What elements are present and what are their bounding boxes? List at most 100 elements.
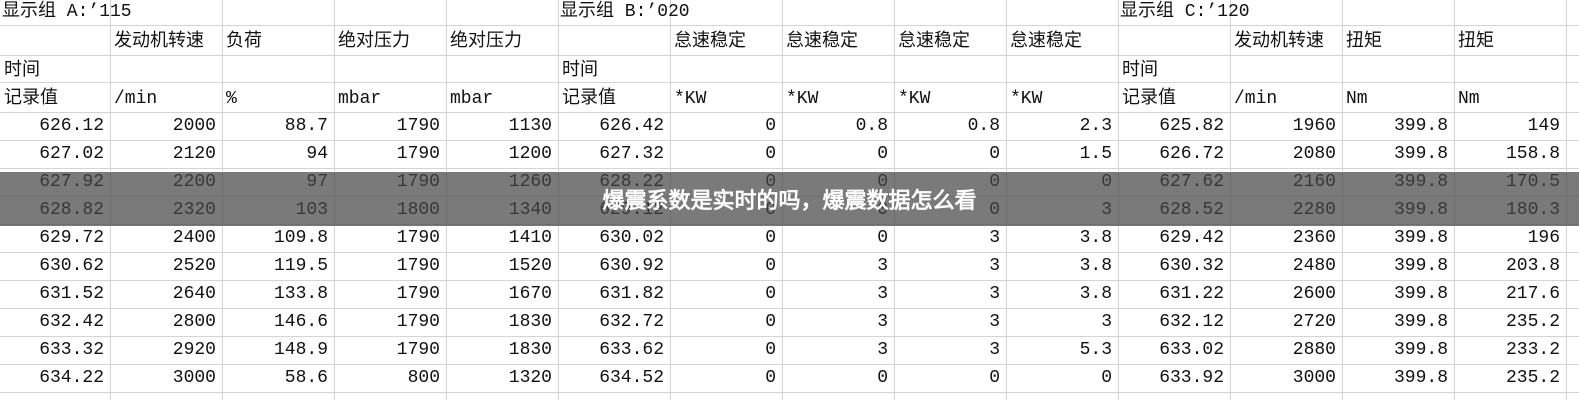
grid-line [0,308,1579,309]
data-cell: 633.62 [599,340,664,360]
data-cell: 0.8 [855,116,888,136]
data-cell: 0 [765,228,776,248]
data-cell: 631.52 [39,284,104,304]
data-cell: 399.8 [1393,228,1448,248]
grid-line [0,82,1579,83]
data-cell: 0 [765,284,776,304]
data-cell: 1410 [508,228,552,248]
data-cell: 399.8 [1393,340,1448,360]
header-cell: /min [1234,89,1278,109]
data-cell: 2480 [1292,256,1336,276]
data-cell: 233.2 [1505,340,1560,360]
header-cell: *KW [786,89,819,109]
data-cell: 0 [765,116,776,136]
data-cell: 1790 [396,284,440,304]
data-cell: 2120 [172,144,216,164]
data-cell: 626.72 [1159,144,1224,164]
grid-line [0,252,1579,253]
data-cell: 1790 [396,312,440,332]
data-cell: 0.8 [967,116,1000,136]
data-cell: 1790 [396,116,440,136]
data-cell: 1.5 [1079,144,1112,164]
data-cell: 633.02 [1159,340,1224,360]
data-cell: 399.8 [1393,144,1448,164]
data-cell: 399.8 [1393,116,1448,136]
data-cell: 217.6 [1505,284,1560,304]
data-cell: 630.32 [1159,256,1224,276]
header-cell: mbar [450,89,494,109]
data-cell: 2520 [172,256,216,276]
grid-line [0,168,1579,169]
header-cell: /min [114,89,158,109]
data-cell: 632.42 [39,312,104,332]
data-cell: 399.8 [1393,256,1448,276]
header-cell: 怠速稳定 [1010,32,1082,52]
data-cell: 627.32 [599,144,664,164]
data-cell: 1670 [508,284,552,304]
header-cell: 发动机转速 [114,32,204,52]
data-cell: 631.82 [599,284,664,304]
header-cell: 记录值 [1122,89,1176,109]
data-cell: 1960 [1292,116,1336,136]
data-cell: 633.92 [1159,368,1224,388]
data-cell: 634.52 [599,368,664,388]
data-cell: 3 [877,284,888,304]
data-cell: 3 [877,256,888,276]
data-cell: 109.8 [273,228,328,248]
data-cell: 3.8 [1079,228,1112,248]
data-cell: 0 [765,256,776,276]
data-cell: 0 [877,368,888,388]
data-cell: 631.22 [1159,284,1224,304]
data-cell: 626.42 [599,116,664,136]
data-cell: 158.8 [1505,144,1560,164]
data-cell: 133.8 [273,284,328,304]
grid-line [0,336,1579,337]
data-cell: 2880 [1292,340,1336,360]
data-cell: 0 [989,144,1000,164]
grid-line [0,364,1579,365]
data-cell: 629.42 [1159,228,1224,248]
data-cell: 1130 [508,116,552,136]
data-cell: 3 [989,256,1000,276]
header-cell: Nm [1458,89,1480,109]
banner-title: 爆震系数是实时的吗，爆震数据怎么看 [602,189,977,214]
data-cell: 0 [765,144,776,164]
data-cell: 5.3 [1079,340,1112,360]
header-cell: 怠速稳定 [898,32,970,52]
data-cell: 632.12 [1159,312,1224,332]
header-cell: 时间 [562,60,598,81]
data-cell: 1830 [508,340,552,360]
data-cell: 629.72 [39,228,104,248]
data-cell: 634.22 [39,368,104,388]
header-cell: mbar [338,89,382,109]
data-cell: 88.7 [284,116,328,136]
data-cell: 0 [877,228,888,248]
data-cell: 2920 [172,340,216,360]
data-cell: 2800 [172,312,216,332]
data-cell: 2.3 [1079,116,1112,136]
group-label: 显示组 A:’115 [2,2,132,22]
data-cell: 1520 [508,256,552,276]
data-cell: 119.5 [273,256,328,276]
data-cell: 3 [877,312,888,332]
data-cell: 399.8 [1393,312,1448,332]
header-cell: 时间 [4,60,40,81]
header-cell: *KW [898,89,931,109]
data-cell: 627.02 [39,144,104,164]
data-cell: 399.8 [1393,368,1448,388]
data-cell: 3 [989,228,1000,248]
data-cell: 2400 [172,228,216,248]
data-cell: 235.2 [1505,368,1560,388]
data-cell: 0 [989,368,1000,388]
data-cell: 1200 [508,144,552,164]
header-cell: 记录值 [562,89,616,109]
data-cell: 3 [989,340,1000,360]
group-label: 显示组 B:’020 [560,2,690,22]
data-cell: 94 [306,144,328,164]
data-cell: 203.8 [1505,256,1560,276]
header-cell: *KW [1010,89,1043,109]
header-cell: 绝对压力 [338,32,410,52]
header-cell: 负荷 [226,32,262,52]
header-cell: % [226,89,237,109]
data-cell: 148.9 [273,340,328,360]
